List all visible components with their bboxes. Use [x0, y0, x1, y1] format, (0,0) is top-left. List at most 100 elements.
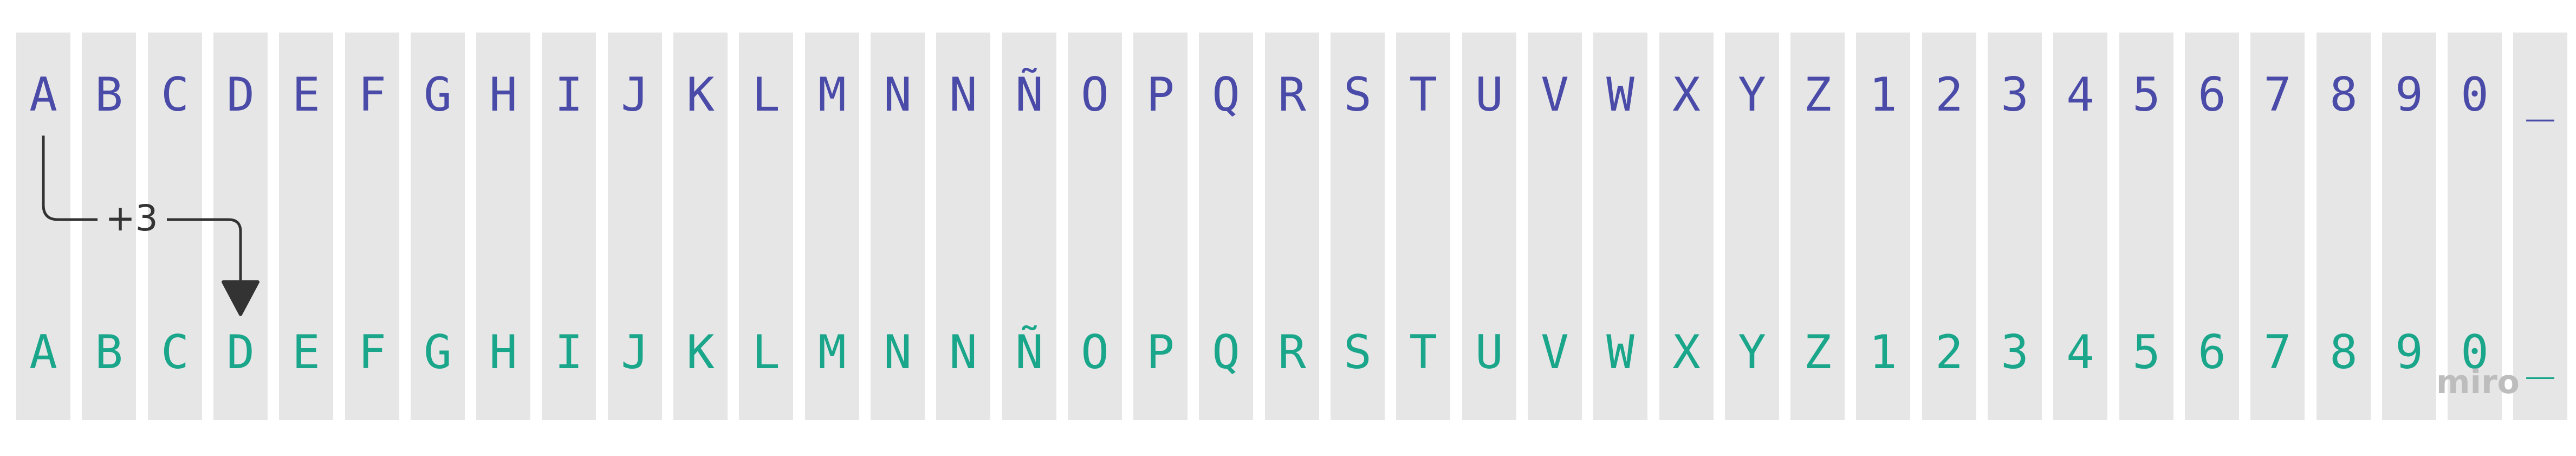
- alphabet-column: [2382, 33, 2436, 420]
- plain-letter: F: [358, 68, 386, 122]
- cipher-letter: Z: [1803, 325, 1832, 380]
- plain-letter: 4: [2066, 68, 2094, 122]
- alphabet-column: [1068, 33, 1122, 420]
- alphabet-column: [1331, 33, 1385, 420]
- cipher-letter: L: [752, 325, 780, 380]
- plain-letter: 0: [2461, 68, 2489, 122]
- cipher-letter: G: [424, 325, 452, 380]
- plain-letter: Ñ: [1015, 68, 1043, 122]
- alphabet-column: [1988, 33, 2042, 420]
- cipher-letter: Ñ: [1015, 325, 1043, 380]
- shift-label: +3: [105, 197, 158, 239]
- alphabet-column: [673, 33, 728, 420]
- cipher-letter: P: [1146, 325, 1175, 380]
- plain-letter: 3: [2001, 68, 2029, 122]
- alphabet-column: [1133, 33, 1188, 420]
- cipher-letter: I: [555, 325, 583, 380]
- alphabet-column: [936, 33, 990, 420]
- cipher-letter: N: [949, 325, 977, 380]
- alphabet-column: [608, 33, 662, 420]
- cipher-letter: 9: [2395, 325, 2423, 380]
- cipher-letter: X: [1672, 325, 1701, 380]
- plain-letter: K: [686, 68, 715, 122]
- alphabet-column: [2119, 33, 2173, 420]
- cipher-letter: E: [292, 325, 320, 380]
- cipher-letter: F: [358, 325, 386, 380]
- miro-watermark: miro: [2436, 363, 2520, 401]
- cipher-letter: M: [818, 325, 846, 380]
- plain-letter: T: [1409, 68, 1437, 122]
- cipher-letter: S: [1344, 325, 1372, 380]
- cipher-letter: 7: [2263, 325, 2292, 380]
- plain-letter: Z: [1803, 68, 1832, 122]
- alphabet-column: [16, 33, 70, 420]
- plain-letter: X: [1672, 68, 1701, 122]
- plain-letter: R: [1278, 68, 1306, 122]
- alphabet-column: [2317, 33, 2371, 420]
- alphabet-column: [2448, 33, 2502, 420]
- cipher-letter: 6: [2198, 325, 2226, 380]
- plain-letter: A: [29, 68, 57, 122]
- cipher-letter: U: [1475, 325, 1503, 380]
- plain-letter: J: [621, 68, 649, 122]
- alphabet-column: [1659, 33, 1714, 420]
- alphabet-column: [1462, 33, 1516, 420]
- plain-letter: H: [489, 68, 517, 122]
- plain-letter: 1: [1869, 68, 1897, 122]
- cipher-letter: N: [884, 325, 912, 380]
- cipher-letter: 1: [1869, 325, 1897, 380]
- plain-letter: N: [949, 68, 977, 122]
- alphabet-column: [739, 33, 793, 420]
- plain-letter: C: [161, 68, 189, 122]
- plain-letter: E: [292, 68, 320, 122]
- alphabet-column: [542, 33, 596, 420]
- cipher-letter: R: [1278, 325, 1306, 380]
- plain-letter: 8: [2330, 68, 2358, 122]
- cipher-letter: 4: [2066, 325, 2094, 380]
- cipher-letter: 3: [2001, 325, 2029, 380]
- cipher-letter: H: [489, 325, 517, 380]
- cipher-letter: T: [1409, 325, 1437, 380]
- alphabet-column: [1199, 33, 1253, 420]
- alphabet-column: [2185, 33, 2239, 420]
- alphabet-column: [2513, 33, 2567, 420]
- plain-letter: Y: [1738, 68, 1766, 122]
- plain-letter: D: [226, 68, 255, 122]
- cipher-letter: 5: [2132, 325, 2160, 380]
- alphabet-column: [476, 33, 530, 420]
- alphabet-column: [1528, 33, 1582, 420]
- plain-letter: O: [1081, 68, 1109, 122]
- alphabet-column: [345, 33, 399, 420]
- cipher-letter: Y: [1738, 325, 1766, 380]
- plain-letter: 5: [2132, 68, 2160, 122]
- plain-letter: G: [424, 68, 452, 122]
- alphabet-column: [1856, 33, 1910, 420]
- alphabet-column: [1725, 33, 1779, 420]
- plain-letter: N: [884, 68, 912, 122]
- cipher-letter: J: [621, 325, 649, 380]
- alphabet-column: [1922, 33, 1976, 420]
- alphabet-column: [1002, 33, 1056, 420]
- alphabet-column: [82, 33, 136, 420]
- plain-letter: U: [1475, 68, 1503, 122]
- cipher-letter: O: [1081, 325, 1109, 380]
- cipher-letter: V: [1541, 325, 1569, 380]
- plain-letter: S: [1344, 68, 1372, 122]
- cipher-letter: 2: [1935, 325, 1963, 380]
- plain-letter: B: [95, 68, 123, 122]
- alphabet-column: [805, 33, 859, 420]
- plain-letter: I: [555, 68, 583, 122]
- alphabet-column: [1593, 33, 1647, 420]
- plain-letter: M: [818, 68, 846, 122]
- alphabet-column: [1396, 33, 1450, 420]
- plain-letter: V: [1541, 68, 1569, 122]
- alphabet-column: [2250, 33, 2305, 420]
- plain-letter: 7: [2263, 68, 2292, 122]
- alphabet-column: [411, 33, 465, 420]
- alphabet-column: [2053, 33, 2107, 420]
- cipher-letter: A: [29, 325, 57, 380]
- cipher-letter: D: [226, 325, 255, 380]
- plain-letter: _: [2526, 68, 2554, 122]
- plain-letter: P: [1146, 68, 1175, 122]
- plain-letter: L: [752, 68, 780, 122]
